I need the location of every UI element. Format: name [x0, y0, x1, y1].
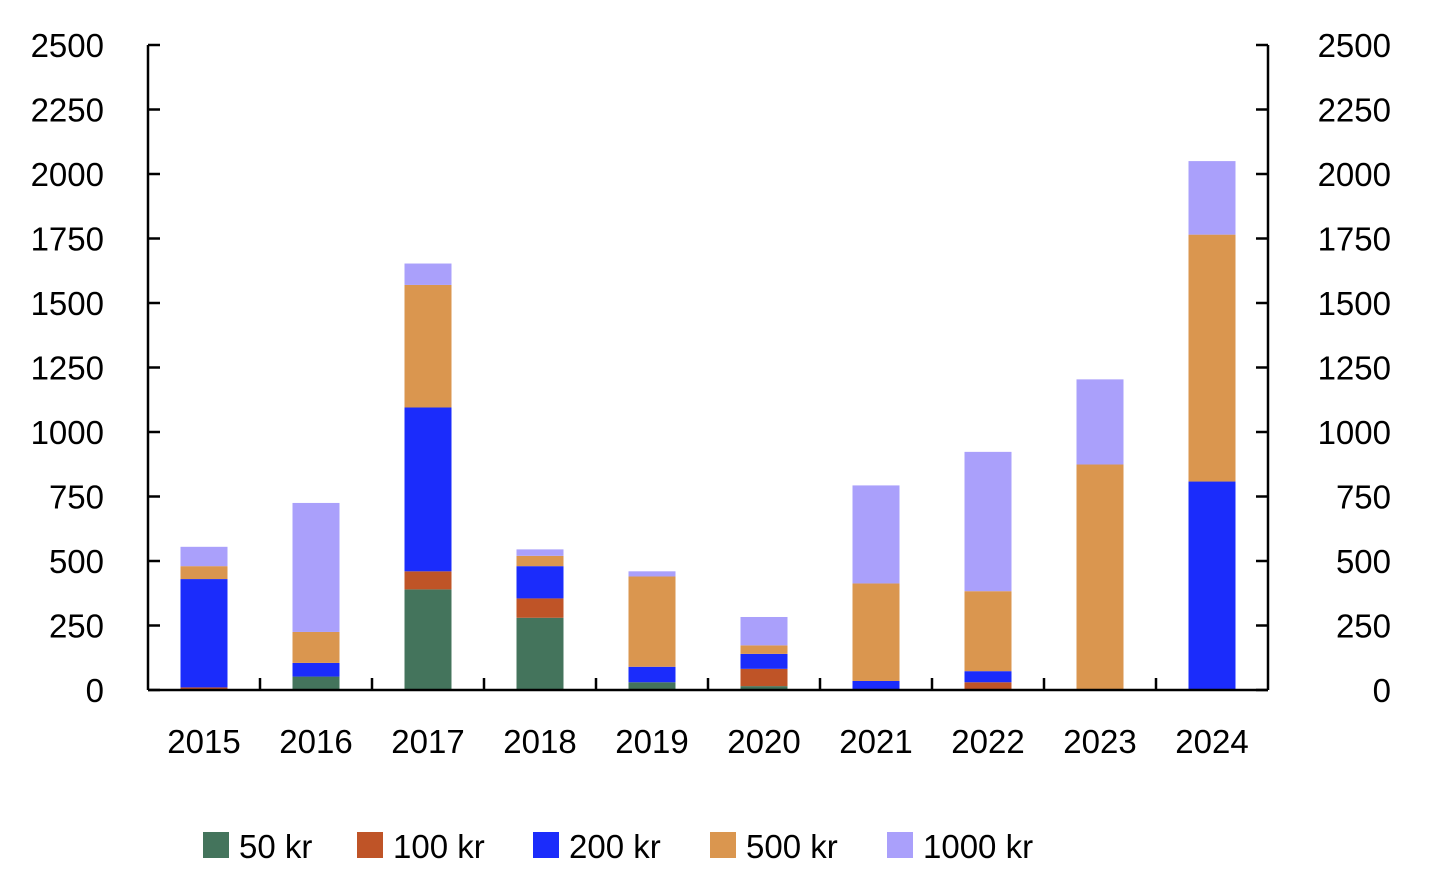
x-tick-label: 2019 [615, 723, 688, 760]
bar-segment-2020-200-kr [740, 653, 788, 669]
bar-segment-2023-1000-kr [1076, 379, 1124, 465]
bar-segment-2022-100-kr [964, 682, 1012, 690]
bar-segment-2016-50-kr [292, 676, 340, 690]
bar-segment-2019-500-kr [628, 576, 676, 667]
bar-segment-2020-50-kr [740, 686, 788, 690]
ticks-layer: 0 0 250 250 500 500 750 750 1000 1000 1250 1250 1500… [31, 27, 1391, 760]
legend-label-50-kr: 50 kr [239, 828, 312, 865]
bar-segment-2024-1000-kr [1188, 161, 1236, 235]
legend-label-500-kr: 500 kr [746, 828, 838, 865]
bar-segment-2020-500-kr [740, 645, 788, 654]
legend-label-200-kr: 200 kr [569, 828, 661, 865]
left-y-tick-label: 1500 [31, 285, 104, 322]
bar-segment-2017-50-kr [404, 589, 452, 690]
bar-segment-2018-50-kr [516, 617, 564, 690]
legend-swatch-50-kr [203, 832, 229, 858]
bar-segment-2019-1000-kr [628, 571, 676, 577]
bar-segment-2016-1000-kr [292, 502, 340, 632]
bar-segment-2023-500-kr [1076, 464, 1124, 690]
bar-segment-2018-500-kr [516, 555, 564, 567]
x-tick-label: 2023 [1063, 723, 1136, 760]
bar-segment-2021-1000-kr [852, 485, 900, 584]
x-tick-label: 2016 [279, 723, 352, 760]
legend-swatch-100-kr [357, 832, 383, 858]
left-y-tick-label: 2500 [31, 27, 104, 64]
bars-layer [180, 161, 1236, 690]
left-y-tick-label: 1750 [31, 221, 104, 258]
bar-segment-2018-200-kr [516, 566, 564, 599]
bar-segment-2019-50-kr [628, 682, 676, 690]
left-y-tick-label: 250 [49, 608, 104, 645]
left-y-tick-label: 1000 [31, 414, 104, 451]
legend-swatch-500-kr [710, 832, 736, 858]
left-y-tick-label: 750 [49, 479, 104, 516]
bar-segment-2015-100-kr [180, 687, 228, 690]
legend-label-100-kr: 100 kr [393, 828, 485, 865]
bar-segment-2017-500-kr [404, 284, 452, 408]
legend-swatch-1000-kr [887, 832, 913, 858]
right-y-tick-label: 750 [1336, 479, 1391, 516]
x-tick-label: 2017 [391, 723, 464, 760]
right-y-tick-label: 0 [1373, 672, 1391, 709]
bar-segment-2015-200-kr [180, 579, 228, 688]
bar-segment-2017-1000-kr [404, 263, 452, 285]
right-y-tick-label: 1000 [1318, 414, 1391, 451]
bar-segment-2022-500-kr [964, 591, 1012, 672]
right-y-tick-label: 2000 [1318, 156, 1391, 193]
bar-segment-2018-1000-kr [516, 549, 564, 556]
bar-segment-2016-500-kr [292, 631, 340, 663]
bar-segment-2017-100-kr [404, 571, 452, 590]
bar-segment-2020-1000-kr [740, 616, 788, 646]
x-tick-label: 2015 [167, 723, 240, 760]
bar-segment-2015-1000-kr [180, 546, 228, 567]
x-tick-label: 2018 [503, 723, 576, 760]
right-y-tick-label: 500 [1336, 543, 1391, 580]
bar-segment-2021-500-kr [852, 583, 900, 681]
right-y-tick-label: 250 [1336, 608, 1391, 645]
bar-segment-2024-500-kr [1188, 234, 1236, 482]
bar-segment-2015-500-kr [180, 566, 228, 580]
bar-segment-2018-100-kr [516, 598, 564, 618]
left-y-tick-label: 2000 [31, 156, 104, 193]
bar-segment-2022-1000-kr [964, 451, 1012, 592]
legend-swatch-200-kr [533, 832, 559, 858]
bar-segment-2021-200-kr [852, 680, 900, 690]
right-y-tick-label: 2250 [1318, 92, 1391, 129]
right-y-tick-label: 1750 [1318, 221, 1391, 258]
x-tick-label: 2024 [1175, 723, 1248, 760]
left-y-tick-label: 500 [49, 543, 104, 580]
right-y-tick-label: 2500 [1318, 27, 1391, 64]
left-y-tick-label: 1250 [31, 350, 104, 387]
bar-segment-2017-200-kr [404, 407, 452, 572]
bar-segment-2022-200-kr [964, 671, 1012, 683]
bar-segment-2024-200-kr [1188, 481, 1236, 690]
bar-segment-2019-200-kr [628, 666, 676, 683]
legend: 50 kr 100 kr 200 kr 500 kr 1000 kr [203, 828, 1033, 865]
bar-segment-2020-100-kr [740, 668, 788, 687]
x-tick-label: 2020 [727, 723, 800, 760]
left-y-tick-label: 0 [86, 672, 104, 709]
legend-label-1000-kr: 1000 kr [923, 828, 1033, 865]
right-y-tick-label: 1500 [1318, 285, 1391, 322]
left-y-tick-label: 2250 [31, 92, 104, 129]
x-tick-label: 2021 [839, 723, 912, 760]
bar-segment-2016-200-kr [292, 662, 340, 677]
x-tick-label: 2022 [951, 723, 1024, 760]
right-y-tick-label: 1250 [1318, 350, 1391, 387]
